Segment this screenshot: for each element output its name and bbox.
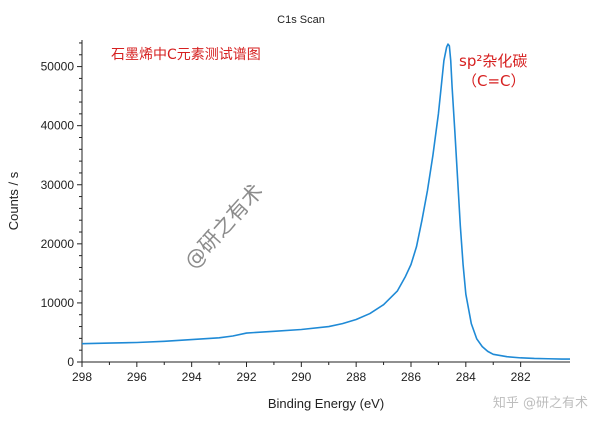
- x-tick-label: 286: [401, 370, 421, 384]
- x-tick-label: 290: [291, 370, 311, 384]
- y-tick-label: 20000: [41, 237, 75, 251]
- x-tick-label: 298: [72, 370, 92, 384]
- annotation-graphene-title: 石墨烯中C元素测试谱图: [111, 47, 261, 63]
- x-axis-title: Binding Energy (eV): [268, 396, 384, 411]
- annotation-sp2-carbon: sp²杂化碳: [459, 52, 527, 70]
- y-axis-title: Counts / s: [6, 171, 21, 230]
- series-line-0: [81, 43, 570, 360]
- y-tick-label: 0: [67, 355, 74, 369]
- y-tick-label: 10000: [41, 296, 75, 310]
- chart-title: C1s Scan: [277, 14, 325, 26]
- x-tick-label: 292: [236, 370, 256, 384]
- x-tick-label: 288: [346, 370, 366, 384]
- plot-area: [81, 40, 570, 363]
- diagonal-watermark: @研之有术: [180, 179, 268, 273]
- x-tick-label: 282: [511, 370, 531, 384]
- x-tick-label: 284: [456, 370, 476, 384]
- x-tick-label: 294: [182, 370, 202, 384]
- y-tick-label: 50000: [41, 60, 75, 74]
- series-layer: [81, 43, 570, 360]
- annotation-cc-bond: （C=C）: [462, 72, 526, 90]
- x-ticks: 298 296 294 292 290 288 286 284 282: [72, 362, 531, 384]
- source-watermark: 知乎 @研之有术: [493, 395, 588, 411]
- y-ticks: 0 10000 20000 30000 40000 50000: [41, 42, 82, 369]
- y-tick-label: 40000: [41, 119, 75, 133]
- x-tick-label: 296: [127, 370, 147, 384]
- y-tick-label: 30000: [41, 178, 75, 192]
